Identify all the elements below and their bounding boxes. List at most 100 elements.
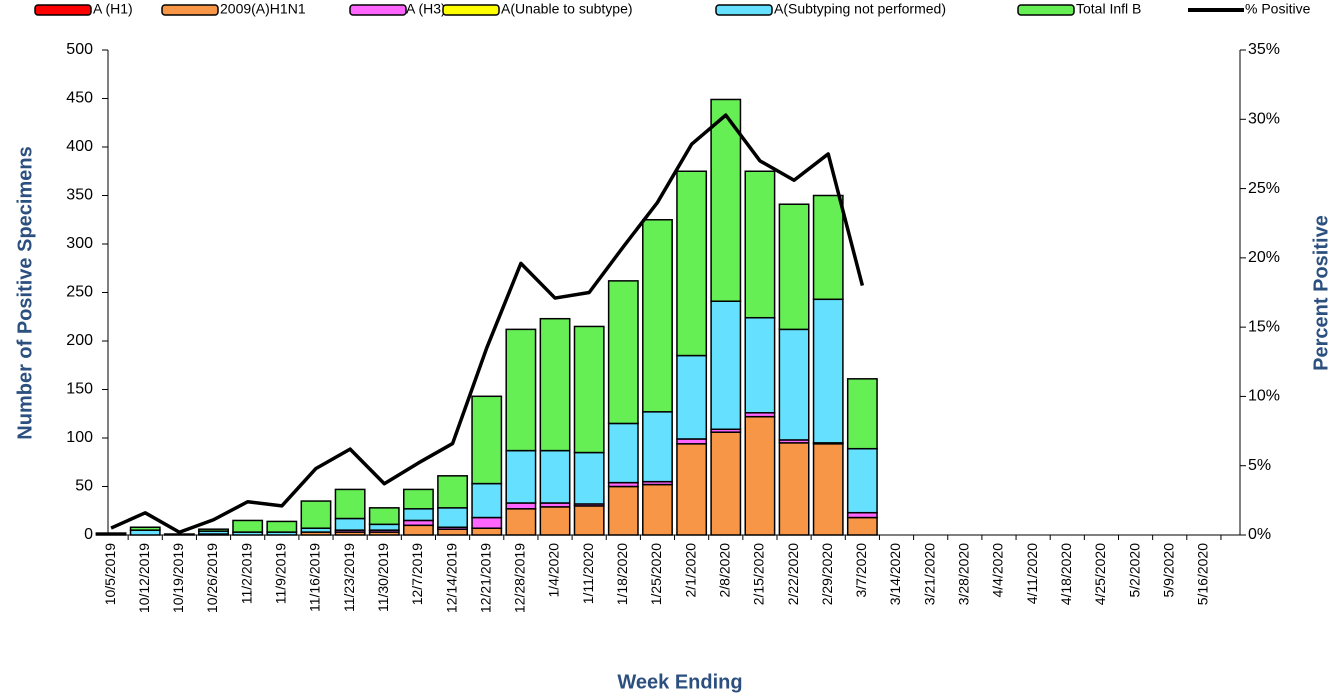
x-tick-label: 2/8/2020: [716, 543, 732, 598]
bar-segment: [163, 533, 195, 536]
bar-segment: [129, 526, 161, 531]
legend-swatch: [442, 4, 500, 16]
x-tick-label: 4/4/2020: [990, 543, 1006, 598]
bar-segment: [505, 508, 537, 536]
y2-axis-title: Percent Positive: [1310, 215, 1332, 371]
y-axis-title: Number of Positive Specimens: [14, 146, 36, 439]
bar-segment: [846, 378, 878, 450]
bar-segment: [710, 300, 742, 431]
y2-tick-label: 20%: [1248, 249, 1280, 266]
bar-segment: [812, 443, 844, 536]
bar-segment: [573, 505, 605, 536]
y2-tick-label: 30%: [1248, 111, 1280, 128]
x-tick-label: 11/30/2019: [375, 543, 391, 612]
legend-swatch: [715, 4, 773, 16]
bar-segment: [505, 502, 537, 510]
bar-segment: [334, 517, 366, 531]
y2-tick-label: 0%: [1248, 526, 1271, 543]
y2-tick-label: 25%: [1248, 180, 1280, 197]
x-tick-label: 10/26/2019: [204, 543, 220, 613]
bar-segment: [607, 485, 639, 536]
x-tick-label: 1/4/2020: [546, 543, 562, 598]
bar-segment: [368, 523, 400, 531]
bar-segment: [368, 507, 400, 526]
bar-segment: [573, 451, 605, 505]
x-tick-label: 11/2/2019: [238, 543, 254, 604]
y-tick-label: 150: [66, 381, 93, 398]
y2-tick-label: 15%: [1248, 318, 1280, 335]
x-tick-label: 3/21/2020: [921, 543, 937, 605]
bar-segment: [266, 520, 298, 533]
bar-segment: [607, 280, 639, 425]
bar-segment: [710, 431, 742, 536]
bar-segment: [471, 527, 503, 536]
bar-segment: [846, 447, 878, 514]
bar-segment: [471, 516, 503, 529]
bar-segment: [505, 449, 537, 504]
legend-label: A (H3): [406, 1, 446, 17]
y-tick-label: 0: [84, 526, 93, 543]
bar-segment: [505, 328, 537, 452]
bar-segment: [402, 524, 434, 536]
bar-segment: [437, 475, 469, 509]
x-tick-label: 1/18/2020: [614, 543, 630, 605]
y-tick-label: 300: [66, 235, 93, 252]
legend-label: A(Unable to subtype): [501, 1, 633, 17]
bar-segment: [607, 422, 639, 484]
legend-swatch: [34, 4, 92, 16]
bar-segment: [539, 449, 571, 504]
x-tick-label: 2/22/2020: [785, 543, 801, 605]
x-tick-label: 2/1/2020: [682, 543, 698, 598]
bar-segment: [573, 325, 605, 454]
bar-segment: [642, 483, 673, 536]
legend-swatch: [1017, 4, 1075, 16]
x-tick-label: 4/18/2020: [1058, 543, 1074, 605]
legend-label: % Positive: [1245, 1, 1311, 17]
x-tick-label: 5/16/2020: [1195, 543, 1211, 605]
x-tick-label: 1/25/2020: [648, 543, 664, 605]
legend-label: A(Subtyping not performed): [774, 1, 946, 17]
bar-segment: [300, 500, 332, 529]
x-tick-label: 1/11/2020: [580, 543, 596, 604]
legend-label: A (H1): [93, 1, 133, 17]
legend-swatch: [161, 4, 219, 16]
bar-segment: [334, 488, 366, 520]
bar-segment: [402, 488, 434, 510]
x-tick-label: 2/29/2020: [819, 543, 835, 605]
legend-label: 2009(A)H1N1: [220, 1, 306, 17]
bar-segment: [95, 532, 127, 535]
bar-segment: [437, 507, 469, 528]
legend-label: Total Infl B: [1076, 1, 1141, 17]
x-tick-label: 3/7/2020: [853, 543, 869, 598]
x-tick-label: 5/9/2020: [1160, 543, 1176, 598]
bar-segment: [539, 506, 571, 536]
legend-swatch: [349, 4, 407, 16]
x-tick-label: 10/19/2019: [170, 543, 186, 613]
y2-tick-label: 35%: [1248, 41, 1280, 58]
bar-segment: [676, 354, 708, 440]
y-tick-label: 400: [66, 138, 93, 155]
bar-segment: [710, 98, 742, 302]
bar-segment: [676, 170, 708, 357]
bar-segment: [402, 508, 434, 522]
bar-segment: [232, 519, 264, 533]
bar-segment: [778, 203, 810, 331]
bar-segment: [778, 442, 810, 536]
x-tick-label: 4/11/2020: [1024, 543, 1040, 604]
bar-segment: [471, 395, 503, 485]
bar-segment: [812, 194, 844, 301]
bar-segment: [778, 328, 810, 441]
bar-segment: [744, 316, 776, 414]
bar-segment: [676, 443, 708, 536]
x-axis-title: Week Ending: [617, 671, 742, 693]
y-tick-label: 100: [66, 429, 93, 446]
bar-segment: [744, 170, 776, 319]
x-tick-label: 12/14/2019: [443, 543, 459, 613]
y-tick-label: 50: [75, 478, 93, 495]
x-tick-label: 12/21/2019: [477, 543, 493, 613]
x-tick-label: 12/7/2019: [409, 543, 425, 605]
bar-segment: [471, 482, 503, 519]
y2-tick-label: 10%: [1248, 388, 1280, 405]
x-tick-label: 3/14/2020: [887, 543, 903, 605]
bar-segment: [437, 528, 469, 536]
